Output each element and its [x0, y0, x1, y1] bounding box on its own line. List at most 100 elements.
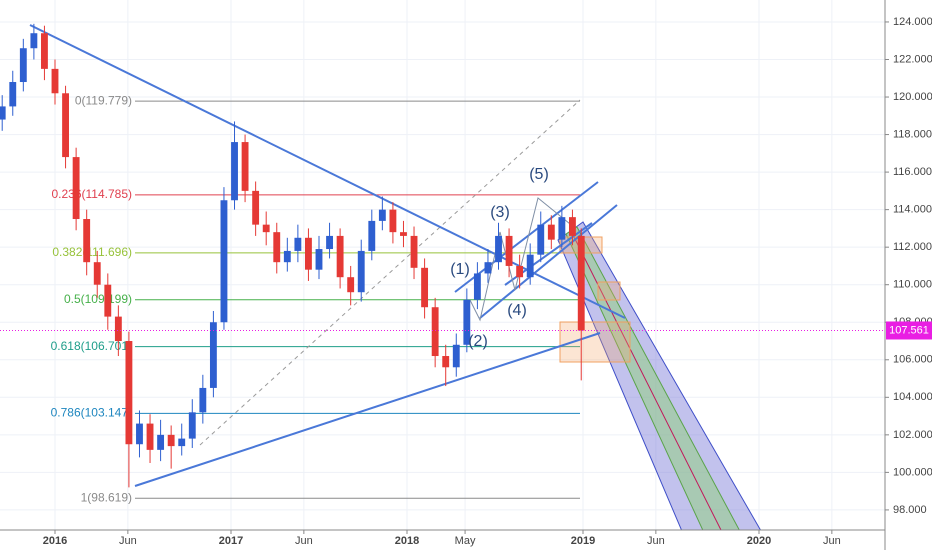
candle-body	[157, 434, 165, 450]
candle-body	[125, 341, 133, 445]
candle-body	[336, 235, 344, 278]
candle-body	[19, 48, 27, 83]
candle-body	[93, 262, 101, 285]
candle-body	[9, 82, 17, 107]
y-tick-label: 112.000	[893, 241, 932, 253]
candle-body	[516, 265, 524, 278]
trendline	[134, 332, 601, 487]
candle-body	[537, 224, 545, 255]
wave-label: (1)	[450, 261, 470, 278]
candle-body	[577, 235, 585, 331]
channel-line	[479, 204, 618, 319]
candle-body	[262, 224, 270, 233]
candle-body	[167, 434, 175, 447]
candle-body	[199, 387, 207, 413]
candle-body	[495, 235, 502, 263]
x-tick-label: Jun	[823, 535, 841, 547]
candle-body	[114, 316, 122, 342]
pitchfork-median	[570, 230, 732, 550]
candle-body	[294, 237, 302, 251]
candle-body	[410, 235, 418, 268]
candle-body	[400, 232, 407, 236]
y-tick-label: 110.000	[893, 279, 932, 291]
candle-body	[30, 33, 38, 49]
x-tick-label: 2018	[395, 535, 419, 547]
candle-body	[220, 200, 228, 323]
candle-body	[389, 209, 397, 233]
candle-body	[368, 220, 376, 251]
candle-body	[315, 249, 323, 270]
drawings	[29, 24, 773, 550]
candle-body	[484, 262, 492, 274]
fib-label: 0.236(114.785)	[51, 187, 132, 201]
fib-label: 1(98.619)	[81, 490, 132, 504]
time-axis	[0, 530, 885, 550]
fib-label: 0.5(109.199)	[64, 292, 132, 306]
candle-body	[283, 250, 291, 263]
candle-body	[51, 68, 59, 94]
candle-body	[547, 224, 555, 240]
y-tick-label: 106.000	[893, 354, 932, 366]
x-tick-label: 2019	[571, 535, 595, 547]
candle-body	[104, 284, 112, 317]
candle-body	[241, 142, 249, 191]
candle-body	[62, 93, 69, 158]
candle-body	[273, 232, 281, 263]
y-tick-label: 124.000	[893, 16, 932, 28]
candle-body	[41, 33, 48, 69]
y-tick-label: 118.000	[893, 128, 932, 140]
candle-body	[463, 299, 471, 345]
price-axis	[885, 0, 932, 550]
y-tick-label: 104.000	[893, 391, 932, 403]
candle-body	[231, 142, 238, 201]
candle-body	[378, 209, 386, 221]
y-tick-label: 100.000	[893, 466, 932, 478]
x-tick-label: Jun	[647, 535, 665, 547]
candle-body	[526, 254, 534, 278]
candle-body	[0, 106, 6, 120]
x-tick-label: 2017	[219, 535, 243, 547]
candle-body	[178, 438, 186, 447]
candle-body	[505, 235, 513, 266]
candle-body	[252, 190, 260, 225]
x-tick-label: Jun	[119, 535, 137, 547]
wave-label: (3)	[490, 204, 510, 221]
candle-body	[72, 157, 80, 220]
fib-diagonal	[199, 99, 581, 446]
candle-body	[558, 217, 566, 240]
candle-body	[568, 217, 576, 236]
y-tick-label: 120.000	[893, 91, 932, 103]
candle-body	[209, 322, 217, 388]
y-tick-label: 122.000	[893, 53, 932, 65]
candles	[0, 23, 585, 488]
last-price-box	[886, 321, 932, 340]
candle-body	[326, 235, 333, 250]
y-tick-label: 98.000	[893, 504, 927, 516]
candle-body	[305, 237, 312, 270]
fib-label: 0(119.779)	[75, 93, 132, 107]
wave-label: (4)	[507, 302, 527, 319]
candle-body	[136, 423, 143, 445]
wave-label: (5)	[529, 166, 549, 183]
candle-body	[347, 277, 355, 293]
y-tick-label: 114.000	[893, 204, 932, 216]
candle-body	[431, 307, 439, 357]
candle-body	[421, 267, 429, 308]
y-tick-label: 116.000	[893, 166, 932, 178]
candle-body	[442, 356, 450, 368]
fib-label: 0.382(111.696)	[52, 245, 132, 259]
zone	[597, 281, 621, 301]
candle-body	[452, 344, 460, 368]
fib-label: 0.618(106.701)	[51, 339, 132, 353]
x-tick-label: Jun	[295, 535, 313, 547]
axes: 98.000100.000102.000104.000106.000108.00…	[0, 16, 932, 547]
x-tick-label: 2020	[747, 535, 771, 547]
last-price-label: 107.561	[889, 324, 929, 336]
x-tick-label: 2016	[43, 535, 67, 547]
grid	[0, 0, 885, 530]
candle-body	[146, 423, 154, 450]
y-tick-label: 102.000	[893, 429, 932, 441]
candle-body	[357, 250, 365, 293]
x-tick-label: May	[455, 535, 476, 547]
